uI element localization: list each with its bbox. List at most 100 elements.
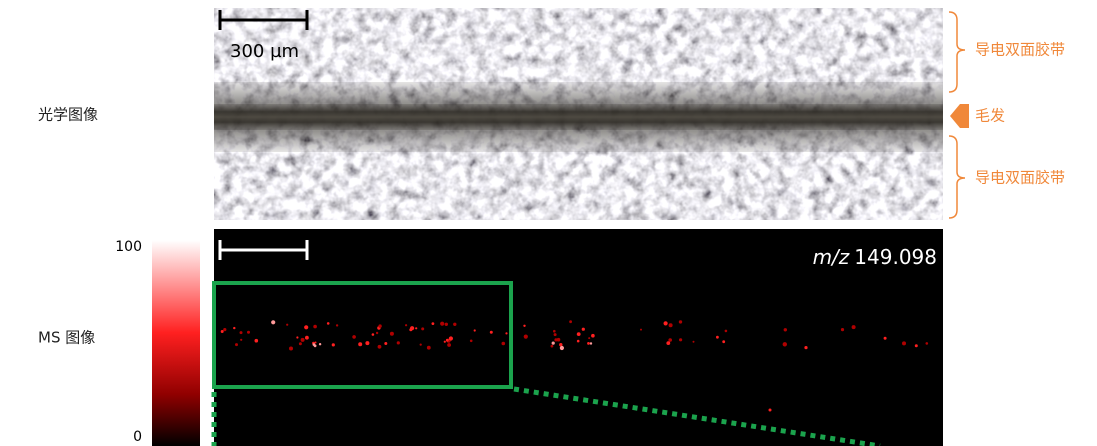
ion-dot (560, 346, 564, 350)
ion-dot (722, 340, 725, 343)
optical-image (214, 8, 943, 220)
ion-dot (372, 333, 375, 336)
colorbar-label: 0 (133, 429, 142, 445)
ion-dot (313, 325, 317, 329)
ion-dot (286, 324, 288, 326)
ion-dot (352, 335, 356, 339)
ion-dot (410, 326, 414, 330)
ion-dot (926, 342, 929, 345)
ion-dot (551, 345, 554, 348)
ion-dot (664, 321, 668, 325)
ion-dot (587, 342, 590, 345)
ion-dot (902, 341, 906, 345)
ion-dot (440, 322, 444, 326)
ion-dot (552, 342, 555, 345)
ion-dot (444, 341, 446, 343)
ion-dot (474, 329, 476, 331)
ion-dot (557, 338, 561, 342)
ion-dot (271, 320, 275, 324)
ion-dot (449, 336, 453, 340)
ion-dot (289, 347, 293, 351)
ion-dot (358, 342, 362, 346)
ion-dot (365, 341, 369, 345)
ion-dot (420, 344, 422, 346)
ion-dot (299, 342, 302, 345)
ion-dot (490, 331, 493, 334)
ion-dot (313, 343, 316, 346)
ion-dot (390, 332, 394, 336)
ion-dot (588, 337, 590, 339)
mz-prefix: m/z (813, 245, 850, 269)
ion-dot (669, 323, 673, 327)
ion-dot (590, 342, 592, 344)
ion-dot (378, 345, 382, 349)
ion-dot (804, 346, 807, 349)
ion-dot (421, 327, 424, 330)
ion-dot (453, 323, 456, 326)
ion-dot (240, 339, 242, 341)
ion-dot (505, 332, 507, 334)
ion-dot (327, 322, 330, 325)
ion-dot (319, 343, 321, 345)
ion-dot (254, 339, 258, 343)
annotation: 毛发 (975, 107, 1005, 125)
ion-dot (666, 341, 670, 345)
ion-dot (884, 337, 887, 340)
ion-dot (233, 327, 235, 329)
ion-dot (668, 338, 672, 342)
ion-dot (447, 343, 451, 347)
ion-dot (582, 328, 585, 331)
ion-dot (725, 330, 728, 333)
ion-dot (384, 342, 387, 345)
ion-dot (679, 320, 682, 323)
ion-dot (332, 343, 335, 346)
ion-dot (397, 341, 400, 344)
page: {"labels": {"optical": "光学图像", "ms": "MS… (0, 0, 1097, 446)
hair-arrow (950, 104, 969, 128)
ion-dot (304, 325, 308, 329)
row-label: 光学图像 (38, 106, 98, 124)
ion-dot (784, 328, 787, 331)
ion-dot (679, 338, 682, 341)
ion-dot (301, 338, 305, 342)
ion-dot (305, 336, 309, 340)
ion-dot (405, 324, 407, 326)
ion-dot (223, 328, 226, 331)
ion-dot (841, 328, 844, 331)
ion-dot (640, 329, 642, 331)
ion-dot (502, 342, 506, 346)
ion-dot (852, 325, 856, 329)
ion-dot (915, 344, 918, 347)
ion-dot (446, 339, 449, 342)
colorbar (152, 240, 200, 446)
ion-dot (693, 341, 695, 343)
ion-dot (559, 343, 562, 346)
figure: 光学图像 MS 图像 300 µm 导电双面胶带 毛发 导电双面胶带 100 0… (0, 0, 1097, 446)
ion-dot (378, 324, 381, 327)
ion-dot (577, 332, 581, 336)
ion-dot (524, 335, 528, 339)
ion-dot (445, 323, 448, 326)
ion-dot (415, 327, 417, 329)
ion-dot (432, 322, 435, 325)
scale-bar-label: 300 µm (230, 41, 299, 62)
ion-dot (221, 330, 224, 333)
ion-dot (296, 336, 298, 338)
ion-dot (554, 333, 557, 336)
ion-dot (553, 330, 556, 333)
mz-value: 149.098 (854, 245, 937, 269)
ion-dot (716, 336, 719, 339)
ion-dot (577, 340, 580, 343)
ion-dot (427, 346, 431, 350)
ion-dot (247, 331, 250, 334)
ion-dot (591, 334, 595, 338)
ion-dot (376, 332, 378, 334)
ion-dot (569, 320, 572, 323)
colorbar-label: 100 (115, 239, 142, 255)
annotation: 导电双面胶带 (975, 169, 1065, 187)
ion-dot (240, 331, 243, 334)
row-label: MS 图像 (38, 329, 95, 347)
ion-dot (769, 409, 772, 412)
ion-dot (336, 324, 338, 326)
